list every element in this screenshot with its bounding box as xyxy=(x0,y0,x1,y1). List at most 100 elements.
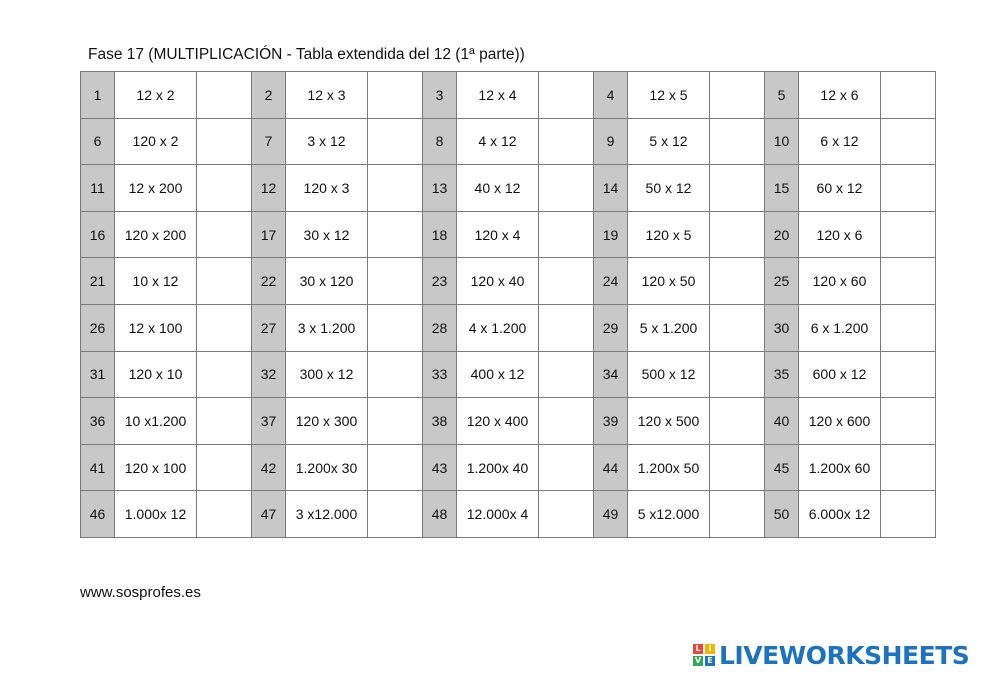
answer-cell[interactable] xyxy=(709,350,765,399)
answer-cell[interactable] xyxy=(538,257,594,305)
answer-cell[interactable] xyxy=(196,164,252,212)
answer-input[interactable] xyxy=(197,72,251,118)
answer-cell[interactable] xyxy=(367,490,423,538)
answer-cell[interactable] xyxy=(880,210,936,259)
answer-cell[interactable] xyxy=(538,71,594,119)
answer-input[interactable] xyxy=(881,119,935,164)
answer-input[interactable] xyxy=(710,445,764,490)
answer-input[interactable] xyxy=(881,165,935,211)
answer-input[interactable] xyxy=(197,119,251,164)
answer-input[interactable] xyxy=(710,491,764,537)
answer-input[interactable] xyxy=(710,119,764,164)
answer-cell[interactable] xyxy=(367,117,423,166)
answer-cell[interactable] xyxy=(538,210,594,259)
answer-input[interactable] xyxy=(539,491,593,537)
answer-input[interactable] xyxy=(881,352,935,397)
answer-input[interactable] xyxy=(539,305,593,351)
answer-cell[interactable] xyxy=(196,350,252,399)
answer-input[interactable] xyxy=(539,72,593,118)
answer-cell[interactable] xyxy=(367,350,423,399)
answer-cell[interactable] xyxy=(880,164,936,212)
answer-input[interactable] xyxy=(368,212,422,257)
answer-input[interactable] xyxy=(881,305,935,351)
answer-cell[interactable] xyxy=(709,397,765,445)
answer-cell[interactable] xyxy=(196,210,252,259)
answer-cell[interactable] xyxy=(367,164,423,212)
answer-cell[interactable] xyxy=(880,257,936,305)
answer-cell[interactable] xyxy=(196,443,252,492)
answer-cell[interactable] xyxy=(709,303,765,352)
answer-input[interactable] xyxy=(368,491,422,537)
answer-input[interactable] xyxy=(368,258,422,304)
answer-input[interactable] xyxy=(539,445,593,490)
answer-input[interactable] xyxy=(368,165,422,211)
answer-cell[interactable] xyxy=(196,257,252,305)
answer-cell[interactable] xyxy=(367,210,423,259)
answer-input[interactable] xyxy=(197,165,251,211)
answer-cell[interactable] xyxy=(538,117,594,166)
answer-cell[interactable] xyxy=(709,164,765,212)
answer-cell[interactable] xyxy=(196,117,252,166)
answer-cell[interactable] xyxy=(880,490,936,538)
answer-cell[interactable] xyxy=(196,303,252,352)
answer-cell[interactable] xyxy=(880,303,936,352)
answer-input[interactable] xyxy=(197,305,251,351)
answer-cell[interactable] xyxy=(538,443,594,492)
answer-cell[interactable] xyxy=(538,397,594,445)
answer-input[interactable] xyxy=(197,352,251,397)
answer-input[interactable] xyxy=(197,398,251,444)
answer-input[interactable] xyxy=(710,165,764,211)
answer-cell[interactable] xyxy=(196,490,252,538)
answer-input[interactable] xyxy=(539,212,593,257)
answer-input[interactable] xyxy=(710,305,764,351)
answer-input[interactable] xyxy=(881,491,935,537)
answer-input[interactable] xyxy=(881,258,935,304)
answer-input[interactable] xyxy=(881,212,935,257)
answer-input[interactable] xyxy=(710,258,764,304)
answer-input[interactable] xyxy=(710,212,764,257)
answer-cell[interactable] xyxy=(880,117,936,166)
answer-input[interactable] xyxy=(881,72,935,118)
answer-input[interactable] xyxy=(197,212,251,257)
answer-cell[interactable] xyxy=(196,71,252,119)
answer-input[interactable] xyxy=(539,398,593,444)
answer-input[interactable] xyxy=(368,445,422,490)
answer-input[interactable] xyxy=(710,72,764,118)
answer-input[interactable] xyxy=(197,258,251,304)
answer-cell[interactable] xyxy=(880,71,936,119)
answer-input[interactable] xyxy=(197,445,251,490)
answer-cell[interactable] xyxy=(538,303,594,352)
answer-cell[interactable] xyxy=(880,443,936,492)
answer-cell[interactable] xyxy=(880,350,936,399)
answer-input[interactable] xyxy=(710,398,764,444)
answer-input[interactable] xyxy=(368,352,422,397)
answer-input[interactable] xyxy=(368,398,422,444)
answer-input[interactable] xyxy=(368,119,422,164)
answer-cell[interactable] xyxy=(880,397,936,445)
answer-input[interactable] xyxy=(539,165,593,211)
answer-input[interactable] xyxy=(881,445,935,490)
answer-cell[interactable] xyxy=(367,397,423,445)
answer-cell[interactable] xyxy=(709,257,765,305)
answer-input[interactable] xyxy=(881,398,935,444)
answer-input[interactable] xyxy=(368,72,422,118)
answer-cell[interactable] xyxy=(367,303,423,352)
answer-cell[interactable] xyxy=(709,71,765,119)
answer-input[interactable] xyxy=(539,258,593,304)
answer-cell[interactable] xyxy=(367,71,423,119)
answer-input[interactable] xyxy=(197,491,251,537)
answer-cell[interactable] xyxy=(367,257,423,305)
answer-cell[interactable] xyxy=(709,117,765,166)
answer-cell[interactable] xyxy=(367,443,423,492)
answer-cell[interactable] xyxy=(196,397,252,445)
answer-input[interactable] xyxy=(710,352,764,397)
answer-cell[interactable] xyxy=(538,490,594,538)
answer-input[interactable] xyxy=(539,352,593,397)
answer-cell[interactable] xyxy=(709,210,765,259)
answer-input[interactable] xyxy=(368,305,422,351)
answer-cell[interactable] xyxy=(709,490,765,538)
answer-cell[interactable] xyxy=(538,350,594,399)
answer-input[interactable] xyxy=(539,119,593,164)
answer-cell[interactable] xyxy=(709,443,765,492)
answer-cell[interactable] xyxy=(538,164,594,212)
